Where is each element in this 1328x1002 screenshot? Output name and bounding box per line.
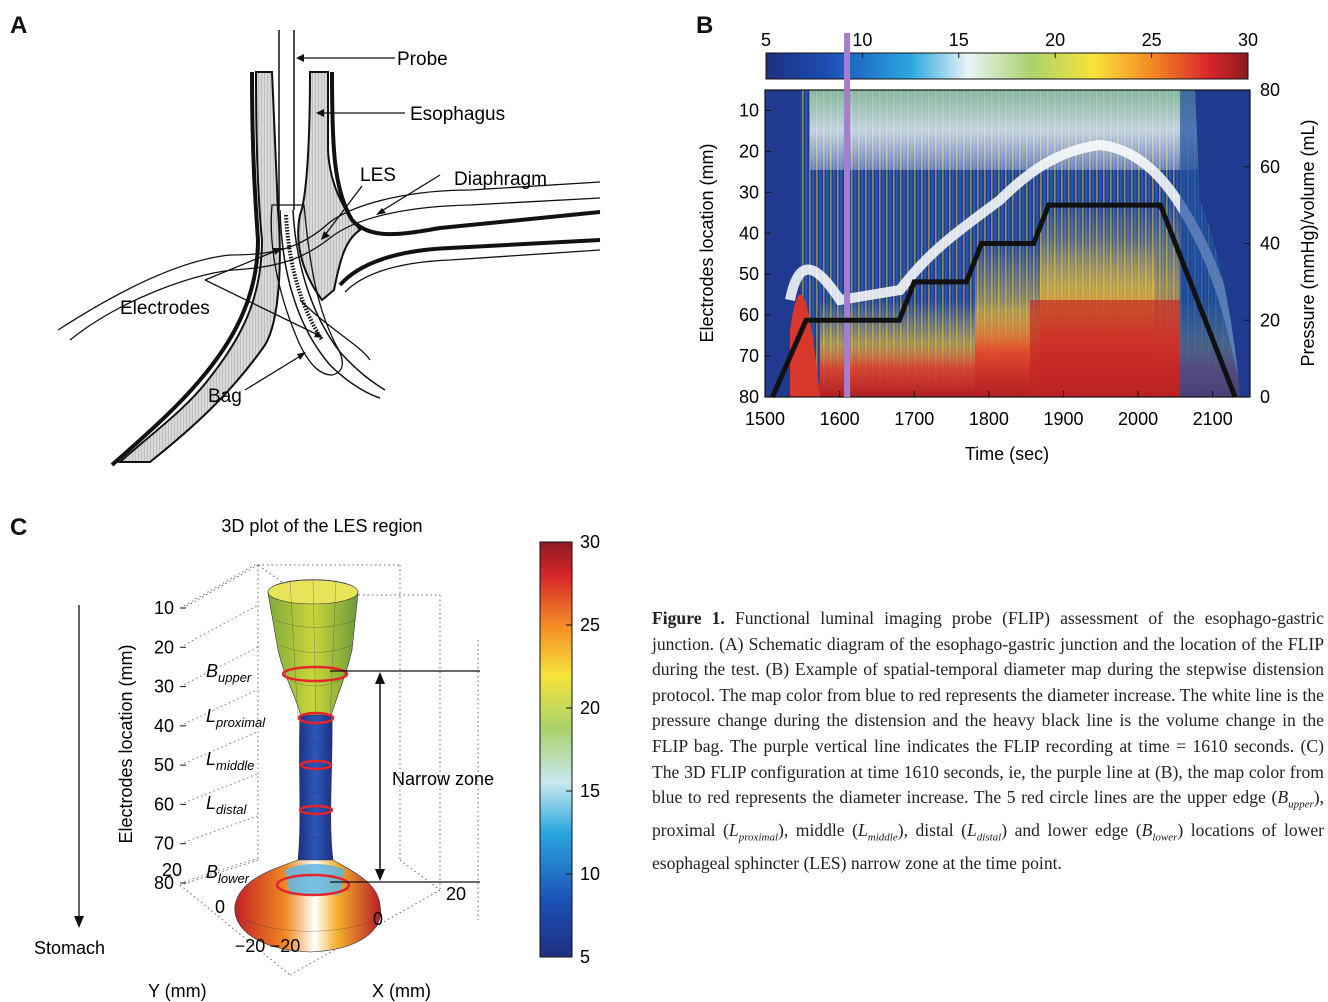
b-y-tick-label: 10: [739, 100, 759, 120]
panel-b-chart: 5 10 15 20 25 30 1500 1600 1700 1800 1900 2000 2100…: [650, 0, 1328, 470]
b-colorbar-tick-label: 5: [761, 30, 771, 50]
b-y2-tick-label: 20: [1260, 310, 1280, 330]
b-xlabel: Time (sec): [965, 444, 1049, 464]
c-z-gridline: [180, 605, 258, 647]
c-colorbar-tick-label: 30: [580, 532, 600, 552]
c-z-tick-label: 50: [154, 755, 174, 775]
c-xlabel: X (mm): [372, 981, 431, 1001]
c-x-tick-label: −20: [270, 936, 301, 956]
c-z-tick-label: 10: [154, 598, 174, 618]
b-y-tick-label: 60: [739, 305, 759, 325]
c-ylabel: Y (mm): [148, 981, 207, 1001]
c-x-tick-label: 20: [446, 884, 466, 904]
c-colorbar-tick-label: 25: [580, 615, 600, 635]
c-ring-label: Lproximal: [206, 706, 266, 730]
c-title: 3D plot of the LES region: [221, 516, 422, 536]
b-x-tick-label: 1800: [969, 409, 1009, 429]
esophagus-outline-right: [332, 72, 600, 234]
c-z-tick-label: 20: [154, 637, 174, 657]
b-y-tick-label: 50: [739, 264, 759, 284]
stomach-inner: [345, 250, 600, 292]
b-y-tick-label: 20: [739, 141, 759, 161]
c-ring-labels: Bupper Lproximal Lmiddle Ldistal Blower: [206, 661, 266, 886]
c-y-tick-label: −20: [235, 936, 266, 956]
caption-label: Figure 1.: [652, 608, 725, 628]
b-y2-tick-label: 80: [1260, 80, 1280, 100]
label-les: LES: [360, 165, 396, 186]
b-colorbar-tick-label: 30: [1238, 30, 1258, 50]
c-narrow-zone: Narrow zone: [392, 769, 494, 789]
c-z-tick-label: 60: [154, 794, 174, 814]
b-colorbar: [766, 53, 1248, 79]
c-z-gridline: [180, 563, 258, 608]
label-diaphragm: Diaphragm: [454, 169, 547, 190]
caption-symbol: Lmiddle: [858, 820, 898, 840]
c-colorbar: [540, 542, 572, 957]
b-x-tick-label: 2100: [1193, 409, 1233, 429]
b-y2label: Pressure (mmHg)/volume (mL): [1298, 119, 1318, 366]
c-stomach-label: Stomach: [34, 938, 105, 958]
label-probe: Probe: [397, 49, 448, 70]
b-x-tick-label: 1700: [894, 409, 934, 429]
c-ring-label: Lmiddle: [206, 749, 254, 773]
c-x-tick-label: 0: [373, 909, 383, 929]
b-ylabel: Electrodes location (mm): [697, 143, 717, 342]
figure-caption: Figure 1. Functional luminal imaging pro…: [652, 606, 1324, 877]
c-colorbar-tick-label: 10: [580, 864, 600, 884]
c-y-tick-label: 20: [162, 860, 182, 880]
c-z-tick-label: 70: [154, 834, 174, 854]
c-z-tick-label: 30: [154, 677, 174, 697]
caption-symbol: Bupper: [1277, 787, 1313, 807]
label-esophagus: Esophagus: [410, 104, 505, 125]
caption-symbol: Ldistal: [967, 820, 1001, 840]
caption-symbol: Blower: [1142, 820, 1178, 840]
c-colorbar-tick-label: 5: [580, 947, 590, 967]
b-x-tick-label: 1900: [1043, 409, 1083, 429]
b-x-tick-label: 2000: [1118, 409, 1158, 429]
stomach-outline: [340, 240, 600, 285]
b-y-tick-label: 40: [739, 223, 759, 243]
c-colorbar-tick-label: 20: [580, 698, 600, 718]
b-y2-tick-label: 60: [1260, 157, 1280, 177]
caption-segment: ) and lower edge (: [1001, 820, 1141, 840]
label-bag: Bag: [208, 386, 242, 407]
c-zlabel: Electrodes location (mm): [116, 644, 136, 843]
caption-text: Functional luminal imaging probe (FLIP) …: [652, 608, 1324, 873]
c-ring-label: Ldistal: [206, 793, 247, 817]
c-ring-label: Bupper: [206, 661, 252, 685]
b-y2-tick-label: 40: [1260, 234, 1280, 254]
label-electrodes: Electrodes: [120, 298, 210, 319]
b-colorbar-tick-label: 10: [852, 30, 872, 50]
b-y-tick-label: 80: [739, 387, 759, 407]
panel-c-chart: 3D plot of the LES region 10203040506070…: [0, 500, 650, 1002]
caption-segment: ), middle (: [778, 820, 858, 840]
panel-a-schematic: Probe Esophagus LES Diaphragm Electrodes…: [0, 0, 650, 470]
c-z-gridline: [180, 774, 258, 805]
b-x-tick-label: 1500: [745, 409, 785, 429]
c-colorbar-tick-label: 15: [580, 781, 600, 801]
c-ring-label: Blower: [206, 862, 250, 886]
caption-segment: ), distal (: [898, 820, 967, 840]
b-y-tick-label: 70: [739, 346, 759, 366]
c-z-gridline: [180, 816, 258, 844]
caption-segment: Functional luminal imaging probe (FLIP) …: [652, 608, 1324, 807]
b-y2-tick-label: 0: [1260, 387, 1270, 407]
b-colorbar-tick-label: 15: [949, 30, 969, 50]
c-y-tick-label: 0: [215, 897, 225, 917]
b-x-tick-label: 1600: [820, 409, 860, 429]
esophagus-wall-right: [298, 72, 360, 300]
b-colorbar-tick-label: 20: [1045, 30, 1065, 50]
caption-symbol: Lproximal: [729, 820, 778, 840]
b-y-tick-label: 30: [739, 182, 759, 202]
b-colorbar-tick-label: 25: [1142, 30, 1162, 50]
c-z-tick-label: 40: [154, 716, 174, 736]
